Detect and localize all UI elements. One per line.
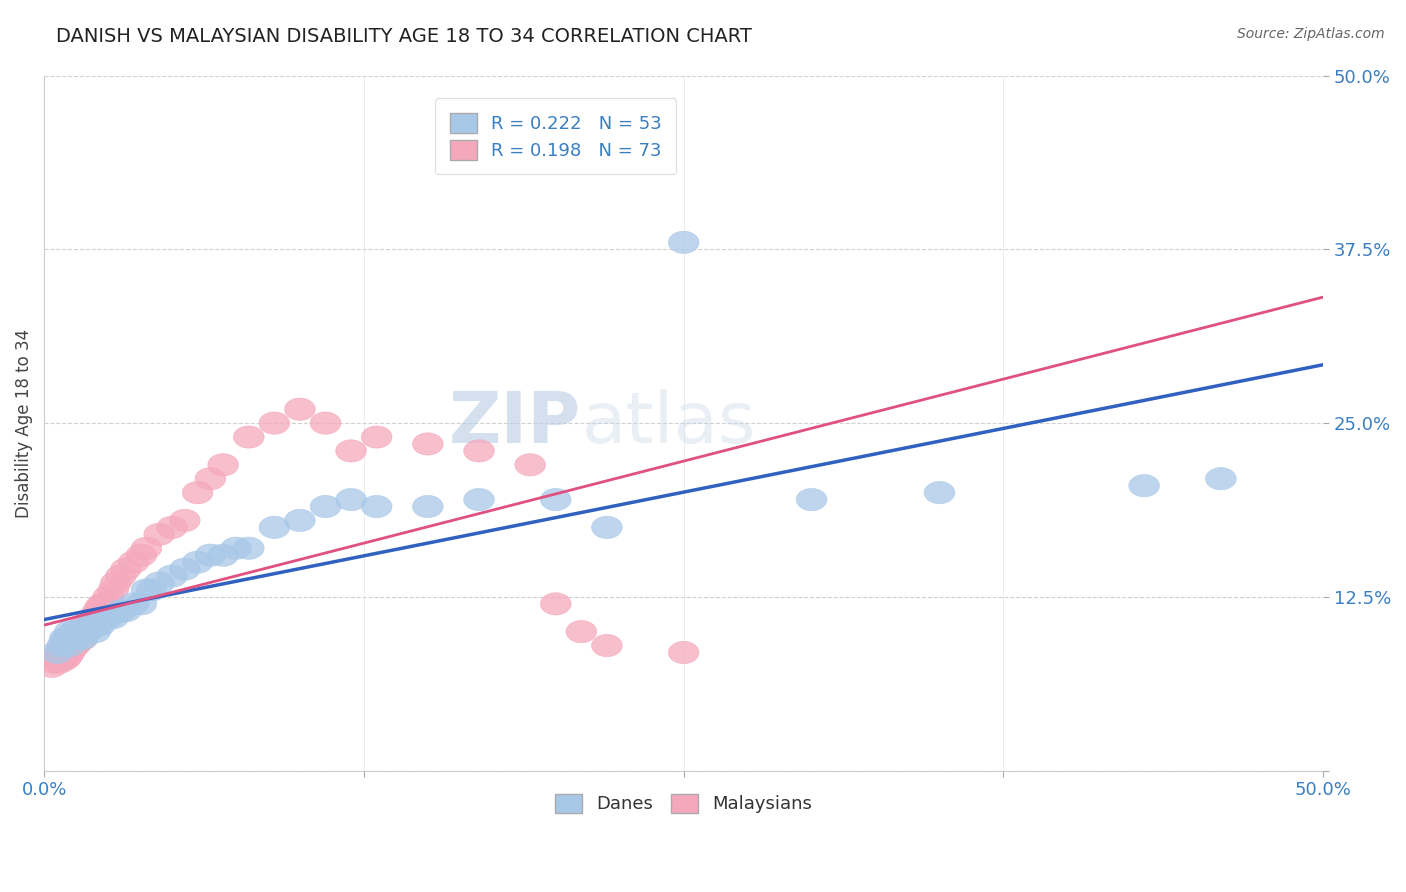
Text: atlas: atlas — [581, 389, 755, 458]
Text: DANISH VS MALAYSIAN DISABILITY AGE 18 TO 34 CORRELATION CHART: DANISH VS MALAYSIAN DISABILITY AGE 18 TO… — [56, 27, 752, 45]
Text: Source: ZipAtlas.com: Source: ZipAtlas.com — [1237, 27, 1385, 41]
Text: ZIP: ZIP — [449, 389, 581, 458]
Y-axis label: Disability Age 18 to 34: Disability Age 18 to 34 — [15, 328, 32, 517]
Legend: Danes, Malaysians: Danes, Malaysians — [544, 782, 824, 824]
